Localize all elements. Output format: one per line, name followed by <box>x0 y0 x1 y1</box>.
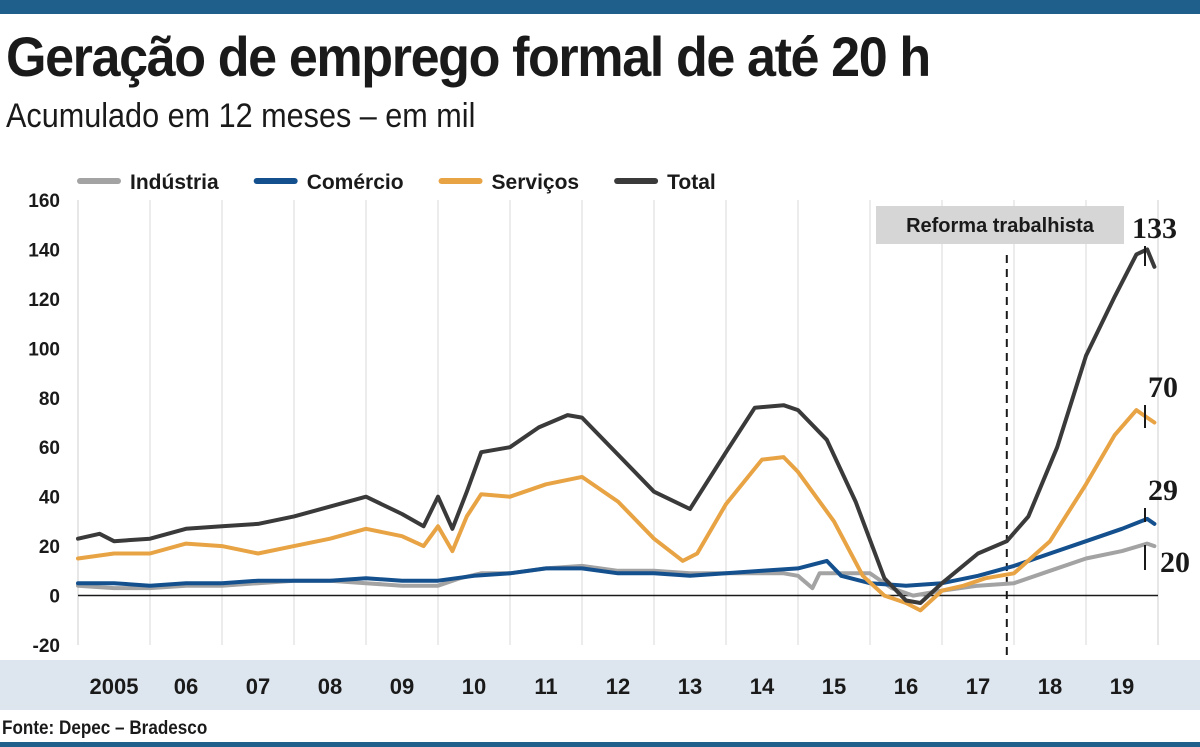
bottom-accent-bar <box>0 742 1200 747</box>
x-tick-label: 18 <box>1038 674 1062 699</box>
source-note: Fonte: Depec – Bradesco <box>2 718 208 739</box>
y-tick-label: 20 <box>39 537 60 558</box>
reform-label-box <box>876 206 1124 244</box>
top-accent-bar <box>0 0 1200 14</box>
y-tick-label: 120 <box>28 290 60 311</box>
x-tick-label: 08 <box>318 674 342 699</box>
series-lines <box>76 247 1157 613</box>
x-tick-label: 16 <box>894 674 918 699</box>
end-labels: 20 29 70 133 <box>1132 212 1190 579</box>
legend: Indústria Comércio Serviços Total <box>77 171 716 194</box>
legend-label: Total <box>667 171 716 194</box>
series-line <box>76 516 1157 588</box>
y-tick-label: -20 <box>33 636 60 657</box>
x-tick-label: 15 <box>822 674 846 699</box>
x-tick-label: 13 <box>678 674 702 699</box>
x-tick-label: 10 <box>462 674 486 699</box>
y-tick-label: 60 <box>39 438 60 459</box>
x-tick-label: 14 <box>750 674 775 699</box>
end-label: 133 <box>1132 212 1177 245</box>
y-tick-label: 140 <box>28 240 60 261</box>
end-label: 70 <box>1148 371 1178 404</box>
series-line <box>76 408 1157 613</box>
series-line <box>76 247 1157 605</box>
reform-label: Reforma trabalhista <box>906 215 1095 237</box>
y-tick-label: 0 <box>49 587 60 608</box>
x-tick-label: 07 <box>246 674 270 699</box>
legend-label: Comércio <box>307 171 404 194</box>
x-tick-label: 12 <box>606 674 630 699</box>
y-tick-label: 40 <box>39 488 60 509</box>
y-tick-label: 100 <box>28 339 60 360</box>
end-label: 20 <box>1160 546 1190 579</box>
line-chart: Indústria Comércio Serviços Total -20 0 20 40 6… <box>0 171 1200 710</box>
legend-label: Serviços <box>492 171 580 194</box>
legend-label: Indústria <box>130 171 219 194</box>
x-tick-label: 09 <box>390 674 414 699</box>
x-tick-label: 2005 <box>90 674 139 699</box>
axes: -20 0 20 40 60 80 100 120 140 160 2005 06 07 08 09 10 11… <box>0 191 1200 710</box>
x-tick-label: 11 <box>534 674 557 699</box>
y-tick-label: 80 <box>39 389 60 410</box>
reform-annotation: Reforma trabalhista <box>876 206 1124 657</box>
x-axis-band <box>0 660 1200 710</box>
x-tick-label: 06 <box>174 674 198 699</box>
chart-subtitle: Acumulado em 12 meses – em mil <box>6 97 476 135</box>
chart-title: Geração de emprego formal de até 20 h <box>6 25 931 88</box>
y-tick-label: 160 <box>28 191 60 212</box>
x-tick-label: 17 <box>966 674 990 699</box>
x-tick-label: 19 <box>1110 674 1134 699</box>
end-label: 29 <box>1148 474 1178 507</box>
